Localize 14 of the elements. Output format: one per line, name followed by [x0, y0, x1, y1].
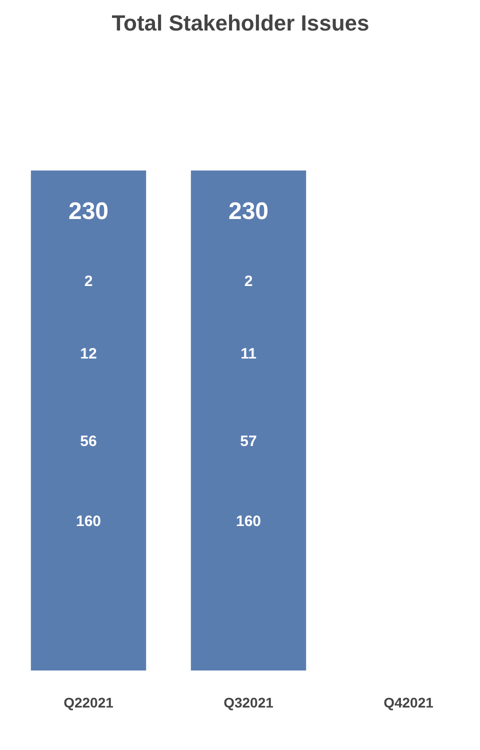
- annotation: 11: [240, 346, 256, 362]
- x-tick-label: Q32021: [224, 694, 274, 710]
- x-tick-label: Q42021: [384, 694, 434, 710]
- data-label: 230: [68, 198, 109, 225]
- annotation: 160: [236, 513, 262, 530]
- annotation: 2: [84, 273, 93, 290]
- data-label: 230: [228, 198, 269, 225]
- chart-title: Total Stakeholder Issues: [112, 10, 370, 36]
- x-tick-label: Q22021: [64, 694, 114, 710]
- annotation: 56: [80, 433, 97, 450]
- annotation: 2: [244, 273, 253, 290]
- annotation: 160: [76, 513, 102, 530]
- annotation: 12: [80, 346, 97, 362]
- annotation: 57: [240, 433, 257, 450]
